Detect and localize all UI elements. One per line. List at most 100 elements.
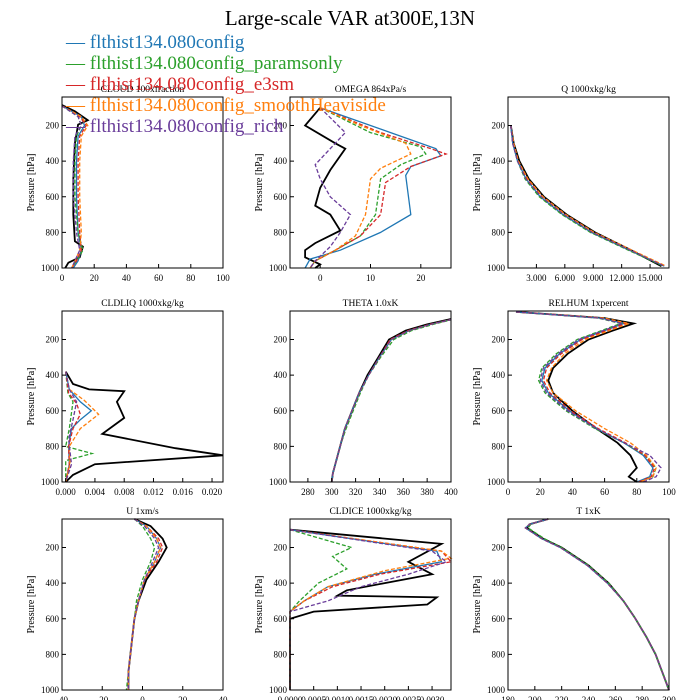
chart-9-ytick-label: 600 [492,614,506,624]
chart-5-ytick-label: 800 [274,441,288,451]
chart-9-series-1 [525,518,670,691]
chart-8-series-1 [289,528,445,690]
chart-6-xtick-label: 20 [536,487,546,497]
chart-7-series-3 [125,518,156,691]
chart-2-ytick-label: 600 [274,192,288,202]
chart-8-ytick-label: 200 [274,543,288,553]
chart-3-ytick-label: 800 [492,227,506,237]
chart-3-xtick-label: 15.000 [638,273,663,283]
chart-5-ytick-label: 400 [274,370,288,380]
chart-9-series-5 [524,518,670,691]
chart-5-series-2 [331,318,452,483]
chart-8-ytick-label: 600 [274,614,288,624]
chart-9-xtick-label: 220 [555,695,569,700]
chart-9-xtick-label: 180 [501,695,515,700]
chart-8-ytick-label: 800 [274,649,288,659]
chart-7-ytick-label: 200 [46,543,60,553]
legend-entry-3: — flthist134.080config_e3sm [66,74,294,95]
chart-7-xtick-label: 0 [140,695,145,700]
chart-6-xtick-label: 100 [662,487,676,497]
chart-2-title: OMEGA 864xPa/s [335,85,407,95]
chart-4-xtick-label: 0.004 [85,487,106,497]
chart-8-series-2 [289,529,443,690]
chart-3-xtick-label: 9.000 [583,273,604,283]
chart-8-xtick-label: 0.0010 [325,695,350,700]
chart-5-series-3 [331,319,452,483]
figure-title: Large-scale VAR at300E,13N [224,6,476,30]
chart-6-ytick-label: 800 [492,441,506,451]
chart-1-ytick-label: 800 [46,227,60,237]
chart-7-series-4 [127,518,164,690]
chart-8-xtick-label: 0.0015 [349,695,374,700]
chart-5-series-6 [331,318,452,483]
chart-5-ytick-label: 1000 [269,477,288,487]
chart-9-series-6 [524,518,670,691]
chart-4-frame [61,310,224,483]
chart-7-series-5 [127,518,162,690]
chart-8-xtick-label: 0.0000 [278,695,303,700]
chart-4-series-6 [65,371,78,483]
chart-8-series-3 [289,529,354,690]
chart-9-xtick-label: 260 [609,695,623,700]
chart-2-xtick-label: 20 [416,273,426,283]
chart-4-ytick-label: 600 [46,406,60,416]
chart-2-series-1 [303,107,347,269]
chart-8-xtick-label: 0.0005 [301,695,326,700]
chart-5-xtick-label: 360 [397,487,411,497]
chart-3-series-4 [510,125,666,267]
chart-4-title: CLDLIQ 1000xkg/kg [101,299,184,309]
chart-4-xtick-label: 0.016 [173,487,194,497]
chart-5-ytick-label: 600 [274,406,288,416]
chart-2-series-5 [309,107,412,269]
chart-7-series-2 [127,518,162,690]
chart-6-title: RELHUM 1xpercent [549,299,629,309]
chart-1-xtick-label: 40 [122,273,132,283]
chart-8-ylabel: Pressure [hPa] [254,575,265,633]
chart-2-ytick-label: 400 [274,156,288,166]
chart-3-ytick-label: 400 [492,156,506,166]
chart-1-xtick-label: 80 [186,273,196,283]
chart-9-series-2 [524,518,670,691]
chart-4-xtick-label: 0.008 [114,487,135,497]
chart-8-xtick-label: 0.0025 [396,695,421,700]
chart-8-title: CLDICE 1000xkg/kg [329,507,411,517]
chart-1-series-4 [61,105,87,269]
chart-4-series-1 [64,371,224,483]
chart-3-series-6 [510,125,665,267]
chart-8-series-4 [289,529,453,690]
chart-8-xtick-label: 0.0020 [372,695,397,700]
chart-5-xtick-label: 280 [301,487,315,497]
chart-8-ytick-label: 400 [274,578,288,588]
chart-9-ytick-label: 200 [492,543,506,553]
chart-1-xtick-label: 0 [60,273,65,283]
chart-6-ylabel: Pressure [hPa] [472,367,483,425]
chart-6-ytick-label: 200 [492,335,506,345]
chart-9-ytick-label: 800 [492,649,506,659]
chart-4-xtick-label: 0.012 [143,487,163,497]
chart-5-ytick-label: 200 [274,335,288,345]
chart-8-ytick-label: 1000 [269,685,288,695]
chart-1-series-6 [61,105,83,269]
chart-3-series-5 [510,125,667,267]
chart-7-frame [61,518,224,691]
chart-7-xtick-label: 40 [219,695,229,700]
chart-4-series-5 [65,371,100,483]
chart-6-series-1 [515,311,638,483]
chart-2-xtick-label: 0 [318,273,323,283]
chart-3-ytick-label: 1000 [487,263,506,273]
chart-6-xtick-label: 0 [506,487,511,497]
chart-5-frame [289,310,452,483]
chart-4-xtick-label: 0.000 [56,487,77,497]
chart-6-xtick-label: 60 [600,487,610,497]
chart-3-title: Q 1000xkg/kg [561,85,616,95]
chart-3-xtick-label: 3.000 [526,273,547,283]
chart-5-xtick-label: 380 [420,487,434,497]
chart-9-series-3 [527,518,670,691]
chart-7-ytick-label: 800 [46,649,60,659]
chart-9-xtick-label: 200 [528,695,542,700]
chart-5-series-5 [331,318,452,483]
chart-1-ytick-label: 1000 [41,263,60,273]
chart-8-series-5 [289,529,453,690]
chart-1-xtick-label: 20 [90,273,100,283]
